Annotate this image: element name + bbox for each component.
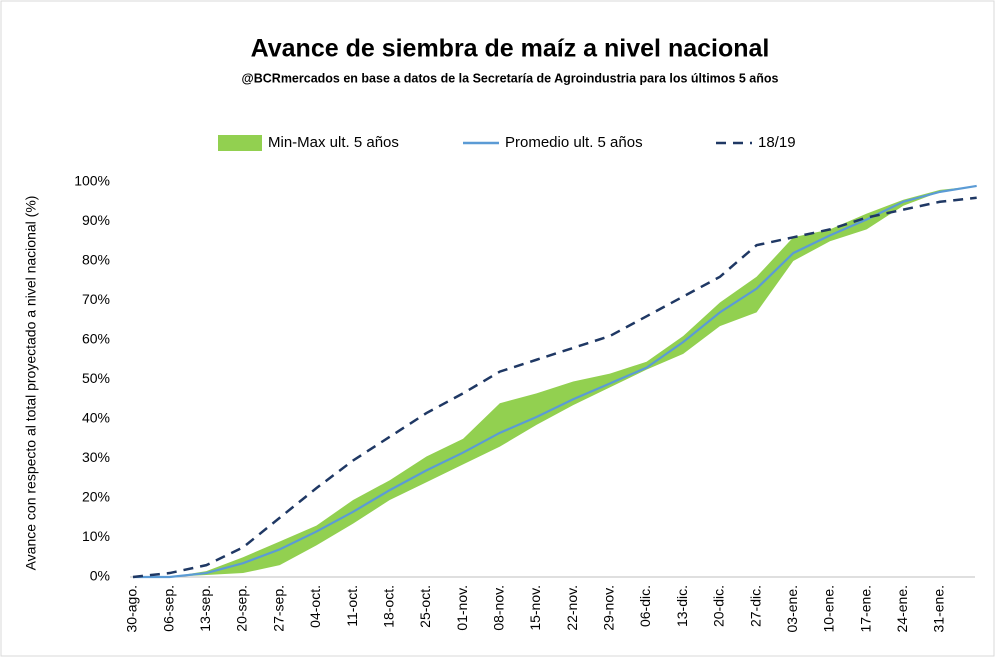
y-tick-label: 100% [74, 173, 110, 189]
x-tick-label: 30-ago. [124, 585, 140, 632]
y-tick-label: 80% [82, 252, 110, 268]
y-tick-label: 30% [82, 449, 110, 465]
x-tick-label: 04-oct. [307, 585, 323, 628]
legend-swatch [218, 135, 262, 151]
x-tick-label: 13-dic. [674, 585, 690, 627]
x-tick-label: 22-nov. [564, 585, 580, 631]
x-tick-label: 20-dic. [711, 585, 727, 627]
x-tick-label: 15-nov. [527, 585, 543, 631]
x-tick-label: 03-ene. [784, 585, 800, 632]
y-tick-label: 0% [90, 568, 110, 584]
x-tick-label: 18-oct. [380, 585, 396, 628]
y-tick-label: 60% [82, 331, 110, 347]
y-tick-label: 10% [82, 528, 110, 544]
y-tick-label: 40% [82, 410, 110, 426]
x-tick-label: 27-sep. [270, 585, 286, 632]
band-area [133, 185, 977, 577]
x-tick-label: 06-sep. [160, 585, 176, 632]
x-tick-label: 08-nov. [491, 585, 507, 631]
x-tick-label: 06-dic. [637, 585, 653, 627]
x-tick-label: 29-nov. [601, 585, 617, 631]
x-tick-label: 31-ene. [931, 585, 947, 632]
y-tick-label: 50% [82, 370, 110, 386]
series-line [133, 184, 977, 579]
x-tick-label: 11-oct. [344, 585, 360, 627]
y-axis-label: Avance con respecto al total proyectado … [23, 196, 39, 571]
y-tick-label: 70% [82, 291, 110, 307]
x-tick-label: 10-ene. [821, 585, 837, 632]
series-line [132, 196, 977, 579]
legend-label: 18/19 [758, 134, 796, 151]
x-tick-label: 20-sep. [234, 585, 250, 632]
legend-label: Min-Max ult. 5 años [268, 134, 399, 151]
chart-subtitle: @BCRmercados en base a datos de la Secre… [242, 71, 779, 85]
x-tick-label: 13-sep. [197, 585, 213, 632]
x-tick-label: 01-nov. [454, 585, 470, 631]
chart-title: Avance de siembra de maíz a nivel nacion… [251, 35, 770, 63]
legend-label: Promedio ult. 5 años [505, 134, 643, 151]
y-tick-label: 90% [82, 212, 110, 228]
x-tick-label: 25-oct. [417, 585, 433, 628]
x-tick-label: 24-ene. [894, 585, 910, 632]
x-tick-label: 27-dic. [747, 585, 763, 627]
x-tick-label: 17-ene. [857, 585, 873, 632]
y-tick-label: 20% [82, 489, 110, 505]
